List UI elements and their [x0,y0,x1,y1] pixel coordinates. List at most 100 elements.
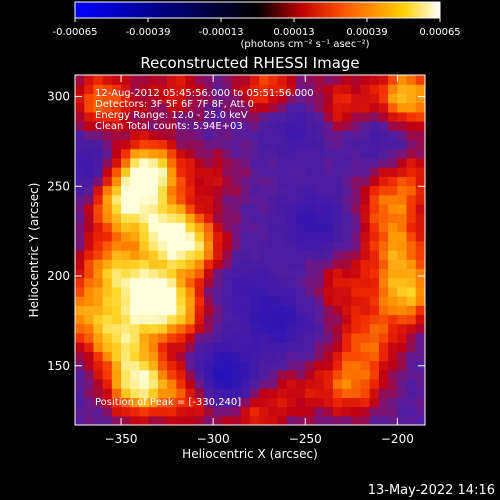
heatmap-cell [415,406,425,417]
heatmap-cell [194,369,205,380]
heatmap-cell [388,139,398,150]
heatmap-cell [75,286,85,297]
heatmap-cell [121,259,131,270]
heatmap-cell [286,111,297,122]
heatmap-cell [222,250,233,260]
heatmap-cell [360,167,371,177]
heatmap-cell [203,388,214,398]
heatmap-cell [323,148,334,159]
heatmap-cell [93,157,104,168]
heatmap-cell [286,378,297,389]
heatmap-cell [194,351,205,362]
heatmap-cell [259,111,270,122]
heatmap-cell [277,121,288,131]
heatmap-cell [102,415,113,425]
heatmap-cell [102,93,113,104]
heatmap-cell [75,93,85,104]
heatmap-cell [111,397,122,408]
heatmap-cell [250,203,260,214]
heatmap-cell [250,213,260,223]
heatmap-cell [342,342,352,352]
heatmap-cell [406,378,417,389]
heatmap-cell [157,213,168,223]
heatmap-cell [130,130,141,141]
heatmap-cell [231,415,242,425]
heatmap-cell [75,75,85,85]
heatmap-cell [388,213,398,223]
heatmap-cell [286,259,297,270]
heatmap-cell [268,397,279,408]
heatmap-cell [314,75,325,85]
heatmap-cell [139,213,150,223]
heatmap-cell [176,194,187,205]
heatmap-cell [121,388,131,398]
heatmap-cell [213,148,223,159]
colorbar-tick-label: -0.00065 [53,27,98,38]
heatmap-cell [75,84,85,95]
heatmap-cell [93,75,104,85]
heatmap-cell [342,75,352,85]
heatmap-cell [406,84,417,95]
heatmap-cell [176,231,187,242]
heatmap-cell [213,388,223,398]
heatmap-cell [157,268,168,279]
heatmap-cell [323,332,334,343]
heatmap-cell [222,130,233,141]
heatmap-cell [194,286,205,297]
heatmap-cell [102,203,113,214]
heatmap-cell [84,185,95,196]
heatmap-cell [121,203,131,214]
heatmap-cell [231,388,242,398]
heatmap-cell [415,102,425,113]
heatmap-cell [111,130,122,141]
heatmap-cell [111,296,122,306]
heatmap-cell [332,397,343,408]
heatmap-cell [111,342,122,352]
heatmap-cell [148,314,159,325]
heatmap-cell [93,148,104,159]
heatmap-cell [185,406,196,417]
heatmap-cell [268,360,279,371]
heatmap-cell [222,185,233,196]
heatmap-cell [305,231,316,242]
heatmap-cell [240,130,251,141]
heatmap-cell [415,222,425,233]
heatmap-cell [222,286,233,297]
heatmap-cell [194,102,205,113]
heatmap-cell [194,194,205,205]
heatmap-cell [231,397,242,408]
heatmap-cell [397,360,408,371]
heatmap-cell [388,157,398,168]
colorbar-tick-label: -0.00013 [199,27,244,38]
heatmap-cell [185,148,196,159]
heatmap-cell [314,305,325,316]
heatmap-cell [305,102,316,113]
heatmap-cell [148,378,159,389]
heatmap-cell [397,415,408,425]
heatmap-cell [194,240,205,251]
heatmap-cell [296,213,306,223]
heatmap-cell [378,388,389,398]
heatmap-cell [130,342,141,352]
heatmap-cell [342,213,352,223]
heatmap-cell [148,277,159,288]
heatmap-cell [130,213,141,223]
heatmap-cell [305,415,316,425]
heatmap-cell [397,194,408,205]
heatmap-cell [102,305,113,316]
heatmap-cell [185,397,196,408]
heatmap-cell [130,369,141,380]
heatmap-cell [259,397,270,408]
heatmap-cell [351,111,362,122]
heatmap-cell [332,378,343,389]
heatmap-cell [314,397,325,408]
heatmap-cell [332,102,343,113]
heatmap-cell [240,286,251,297]
heatmap-cell [167,139,177,150]
heatmap-cell [102,397,113,408]
heatmap-cell [259,75,270,85]
heatmap-cell [277,378,288,389]
heatmap-cell [406,388,417,398]
heatmap-cell [157,203,168,214]
heatmap-cell [268,84,279,95]
